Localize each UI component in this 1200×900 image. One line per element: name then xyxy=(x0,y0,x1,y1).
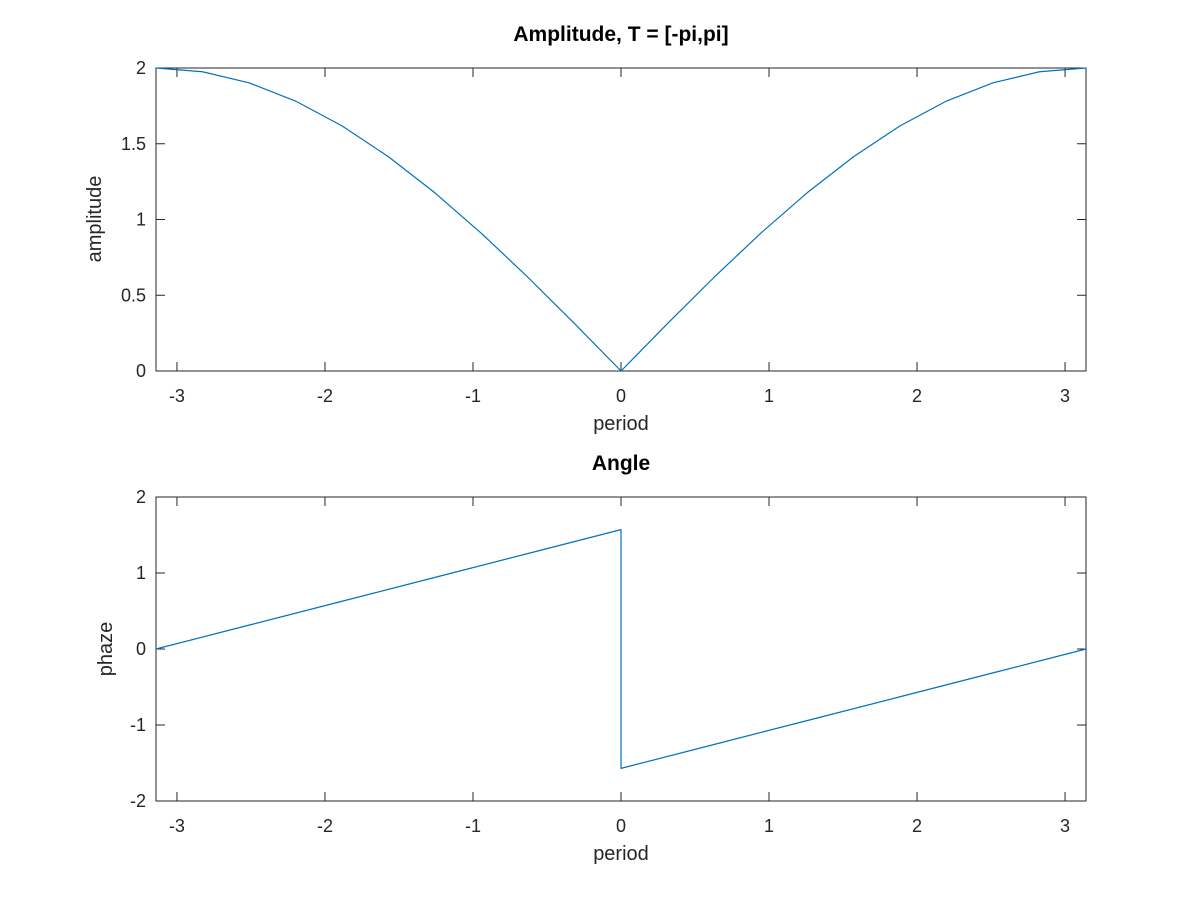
x-tick-label: 3 xyxy=(1060,816,1070,836)
chart-title: Amplitude, T = [-pi,pi] xyxy=(513,23,728,46)
x-tick-label: -2 xyxy=(317,386,333,406)
y-tick-label: 0 xyxy=(136,361,146,381)
y-tick-label: 1 xyxy=(136,563,146,583)
x-tick-label: -3 xyxy=(169,816,185,836)
x-tick-label: 3 xyxy=(1060,386,1070,406)
y-tick-label: -2 xyxy=(130,791,146,811)
y-tick-label: 1.5 xyxy=(121,134,146,154)
x-tick-label: -2 xyxy=(317,816,333,836)
x-tick-label: -1 xyxy=(465,386,481,406)
x-tick-label: -3 xyxy=(169,386,185,406)
x-tick-label: 1 xyxy=(764,386,774,406)
x-tick-label: 0 xyxy=(616,816,626,836)
y-axis-label: amplitude xyxy=(84,176,106,263)
x-tick-label: 2 xyxy=(912,386,922,406)
y-tick-label: 2 xyxy=(136,487,146,507)
x-tick-label: -1 xyxy=(465,816,481,836)
x-axis-label: period xyxy=(593,413,649,435)
chart-title: Angle xyxy=(592,452,650,475)
y-tick-label: -1 xyxy=(130,715,146,735)
x-tick-label: 1 xyxy=(764,816,774,836)
y-axis-label: phaze xyxy=(95,622,117,677)
x-tick-label: 0 xyxy=(616,386,626,406)
series-line xyxy=(155,67,1087,372)
y-tick-label: 2 xyxy=(136,58,146,78)
series-line xyxy=(155,529,1087,769)
angle-plot: Angle period phaze -3 -2 -1 0 1 2 3 -2 -1 0 1 2 xyxy=(95,452,1087,865)
y-tick-label: 1 xyxy=(136,210,146,230)
plot-frame xyxy=(155,67,1087,372)
y-tick-label: 0.5 xyxy=(121,285,146,305)
amplitude-plot: Amplitude, T = [-pi,pi] period amplitude… xyxy=(84,23,1087,435)
x-axis-label: period xyxy=(593,843,649,865)
x-tick-label: 2 xyxy=(912,816,922,836)
y-tick-label: 0 xyxy=(136,639,146,659)
